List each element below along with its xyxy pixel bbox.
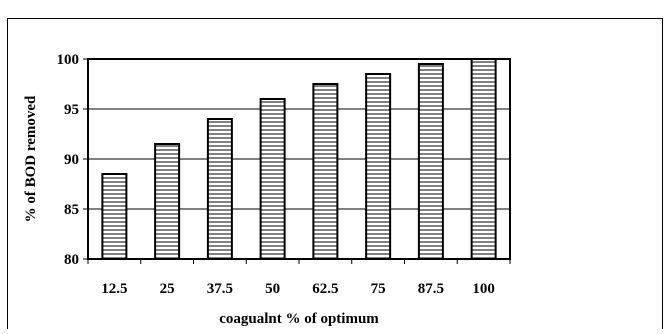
x-tick-label: 12.5 bbox=[101, 281, 127, 297]
x-tick-label: 87.5 bbox=[418, 281, 444, 297]
y-axis-ticks: 80 85 90 95 100 bbox=[57, 52, 88, 268]
y-tick-label: 95 bbox=[64, 102, 79, 118]
bar-62-5 bbox=[312, 83, 339, 260]
bar-100 bbox=[470, 58, 497, 260]
gridlines bbox=[88, 108, 510, 210]
bar-75 bbox=[365, 73, 392, 260]
x-tick-label: 62.5 bbox=[312, 281, 338, 297]
x-tick-label: 25 bbox=[160, 281, 175, 297]
y-tick-label: 100 bbox=[57, 52, 80, 68]
x-tick-label: 75 bbox=[371, 281, 386, 297]
bar-25 bbox=[154, 143, 181, 260]
y-tick-label: 80 bbox=[64, 252, 79, 268]
bar-50 bbox=[259, 98, 286, 260]
y-tick-label: 85 bbox=[64, 202, 79, 218]
y-tick-label: 90 bbox=[64, 152, 79, 168]
x-tick-label: 100 bbox=[472, 281, 495, 297]
y-axis-label: % of BOD removed bbox=[23, 95, 39, 222]
bar-87-5 bbox=[417, 63, 444, 260]
x-tick-label: 50 bbox=[265, 281, 280, 297]
bar-12-5 bbox=[101, 173, 128, 260]
bar-37-5 bbox=[206, 118, 233, 260]
x-axis-ticks: 12.5 25 37.5 50 62.5 75 87.5 100 bbox=[87, 259, 511, 297]
x-tick-label: 37.5 bbox=[207, 281, 233, 297]
x-axis-label: coagualnt % of optimum bbox=[219, 311, 379, 327]
